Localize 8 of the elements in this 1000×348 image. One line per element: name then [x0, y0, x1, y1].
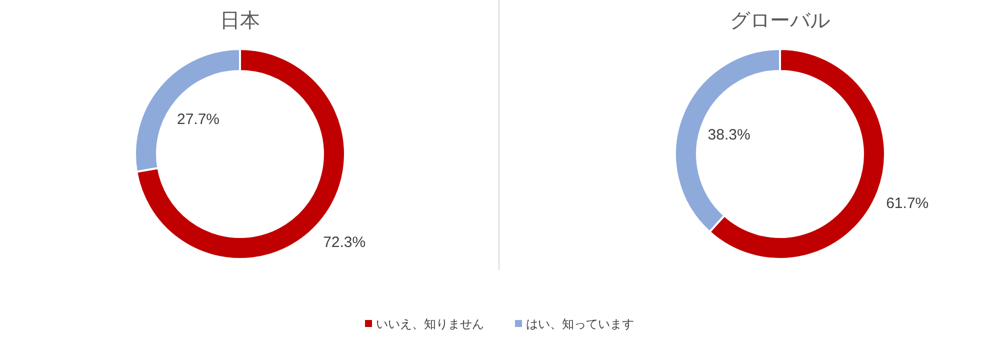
- data-label: 38.3%: [708, 126, 750, 144]
- chart-title: 日本: [220, 10, 260, 32]
- data-label: 27.7%: [176, 110, 220, 128]
- data-label: 61.7%: [886, 195, 929, 212]
- data-label: 72.3%: [323, 234, 366, 251]
- legend-label: はい、知っています: [526, 317, 634, 331]
- legend-label: いいえ、知りません: [376, 317, 484, 331]
- chart-title: グローバル: [730, 10, 830, 32]
